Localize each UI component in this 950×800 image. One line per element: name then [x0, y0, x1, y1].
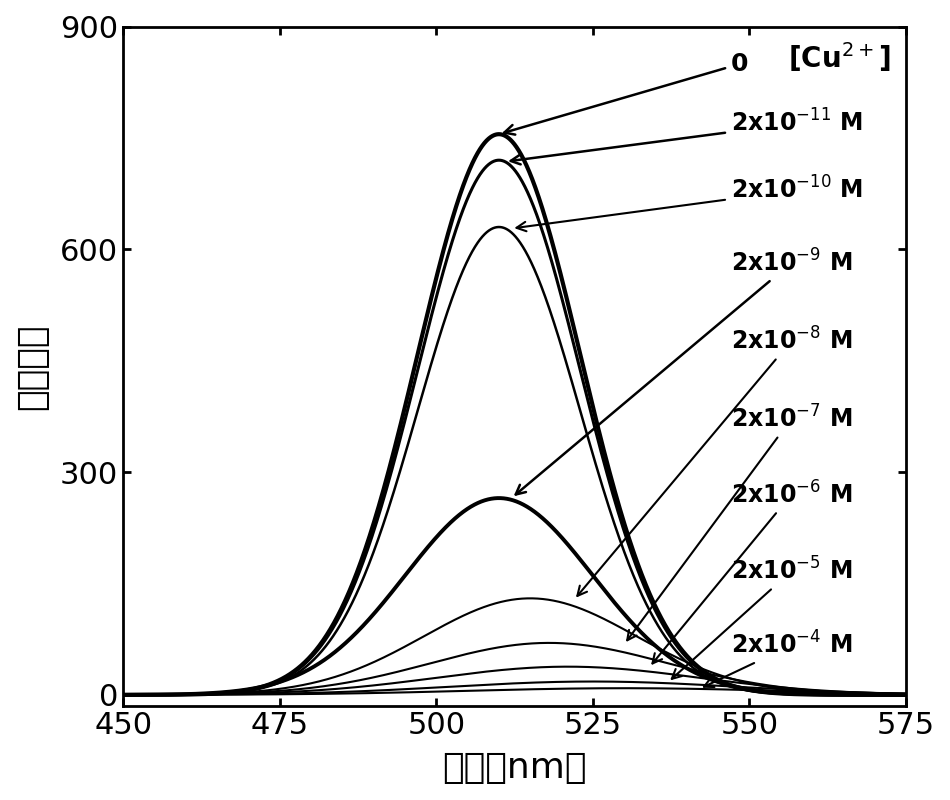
Text: 2x10$^{-7}$ M: 2x10$^{-7}$ M	[627, 406, 852, 640]
Text: [Cu$^{2+}$]: [Cu$^{2+}$]	[788, 40, 890, 74]
X-axis label: 波长（nm）: 波长（nm）	[443, 751, 587, 785]
Text: 2x10$^{-9}$ M: 2x10$^{-9}$ M	[516, 250, 852, 494]
Y-axis label: 荧光强度: 荧光强度	[15, 323, 49, 410]
Text: 2x10$^{-11}$ M: 2x10$^{-11}$ M	[511, 110, 863, 164]
Text: 0: 0	[504, 52, 748, 134]
Text: 2x10$^{-8}$ M: 2x10$^{-8}$ M	[578, 327, 852, 596]
Text: 2x10$^{-10}$ M: 2x10$^{-10}$ M	[517, 177, 863, 231]
Text: 2x10$^{-5}$ M: 2x10$^{-5}$ M	[672, 558, 852, 679]
Text: 2x10$^{-6}$ M: 2x10$^{-6}$ M	[653, 481, 852, 663]
Text: 2x10$^{-4}$ M: 2x10$^{-4}$ M	[704, 632, 852, 687]
